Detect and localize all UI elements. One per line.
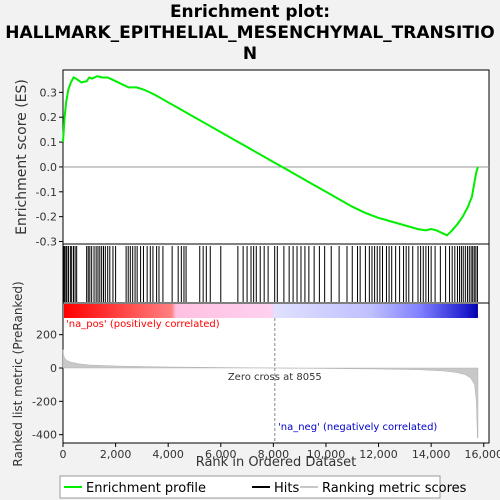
metric-ytick-label: -200 [32,395,57,408]
x-tick-label: 10,000 [307,448,346,461]
title-line-1: Enrichment plot: [170,2,330,22]
x-tick-label: 8,000 [258,448,290,461]
legend-hits-label: Hits [274,481,299,496]
title-line-2: HALLMARK_EPITHELIAL_MESENCHYMAL_TRANSITI… [5,23,494,43]
es-ylabel: Enrichment score (ES) [14,79,30,235]
title-line-3: N [243,44,257,64]
x-tick-label: 14,000 [412,448,451,461]
x-tick-label: 4,000 [152,448,184,461]
es-curve [62,75,479,237]
metric-ytick-label: -400 [32,429,57,442]
legend-box [59,475,441,499]
positive-correlation-label: 'na_pos' (positively correlated) [66,319,220,330]
x-tick-label: 16,000 [464,448,500,461]
es-ytick-label: 0.1 [40,136,58,149]
es-ytick-label: 0.2 [40,111,58,124]
x-tick-label: 0 [60,448,67,461]
x-axis: 0 2,000 4,000 6,000 8,000 10,000 12,000 14,000 1… [60,443,500,461]
legend-es-label: Enrichment profile [86,481,206,496]
es-ytick-label: -0.2 [36,211,57,224]
hits-panel-frame [62,243,490,304]
rank-color-strip [64,304,478,318]
es-ytick-label: 0.3 [40,86,58,99]
legend-metric-label: Ranking metric scores [322,481,467,496]
x-tick-label: 12,000 [359,448,398,461]
metric-panel-frame [62,302,490,444]
es-y-axis: 0.3 0.2 0.1 0.0 -0.1 -0.2 -0.3 [36,86,63,249]
x-tick-label: 2,000 [100,448,132,461]
negative-correlation-label: 'na_neg' (negatively correlated) [278,422,437,433]
es-panel-frame [62,69,490,245]
metric-ytick-label: 0 [50,362,57,375]
x-tick-label: 6,000 [205,448,237,461]
zero-cross-label: Zero cross at 8055 [228,372,322,383]
hit-lines [63,246,478,302]
es-ytick-label: -0.3 [36,236,57,249]
x-axis-label: Rank in Ordered Dataset [196,455,357,470]
metric-ylabel: Ranked list metric (PreRanked) [11,281,25,466]
es-ytick-label: 0.0 [40,161,58,174]
metric-y-axis: 200 0 -200 -400 [32,329,63,442]
metric-ytick-label: 200 [36,329,57,342]
ranking-metric-area [62,349,479,439]
es-ytick-label: -0.1 [36,186,57,199]
